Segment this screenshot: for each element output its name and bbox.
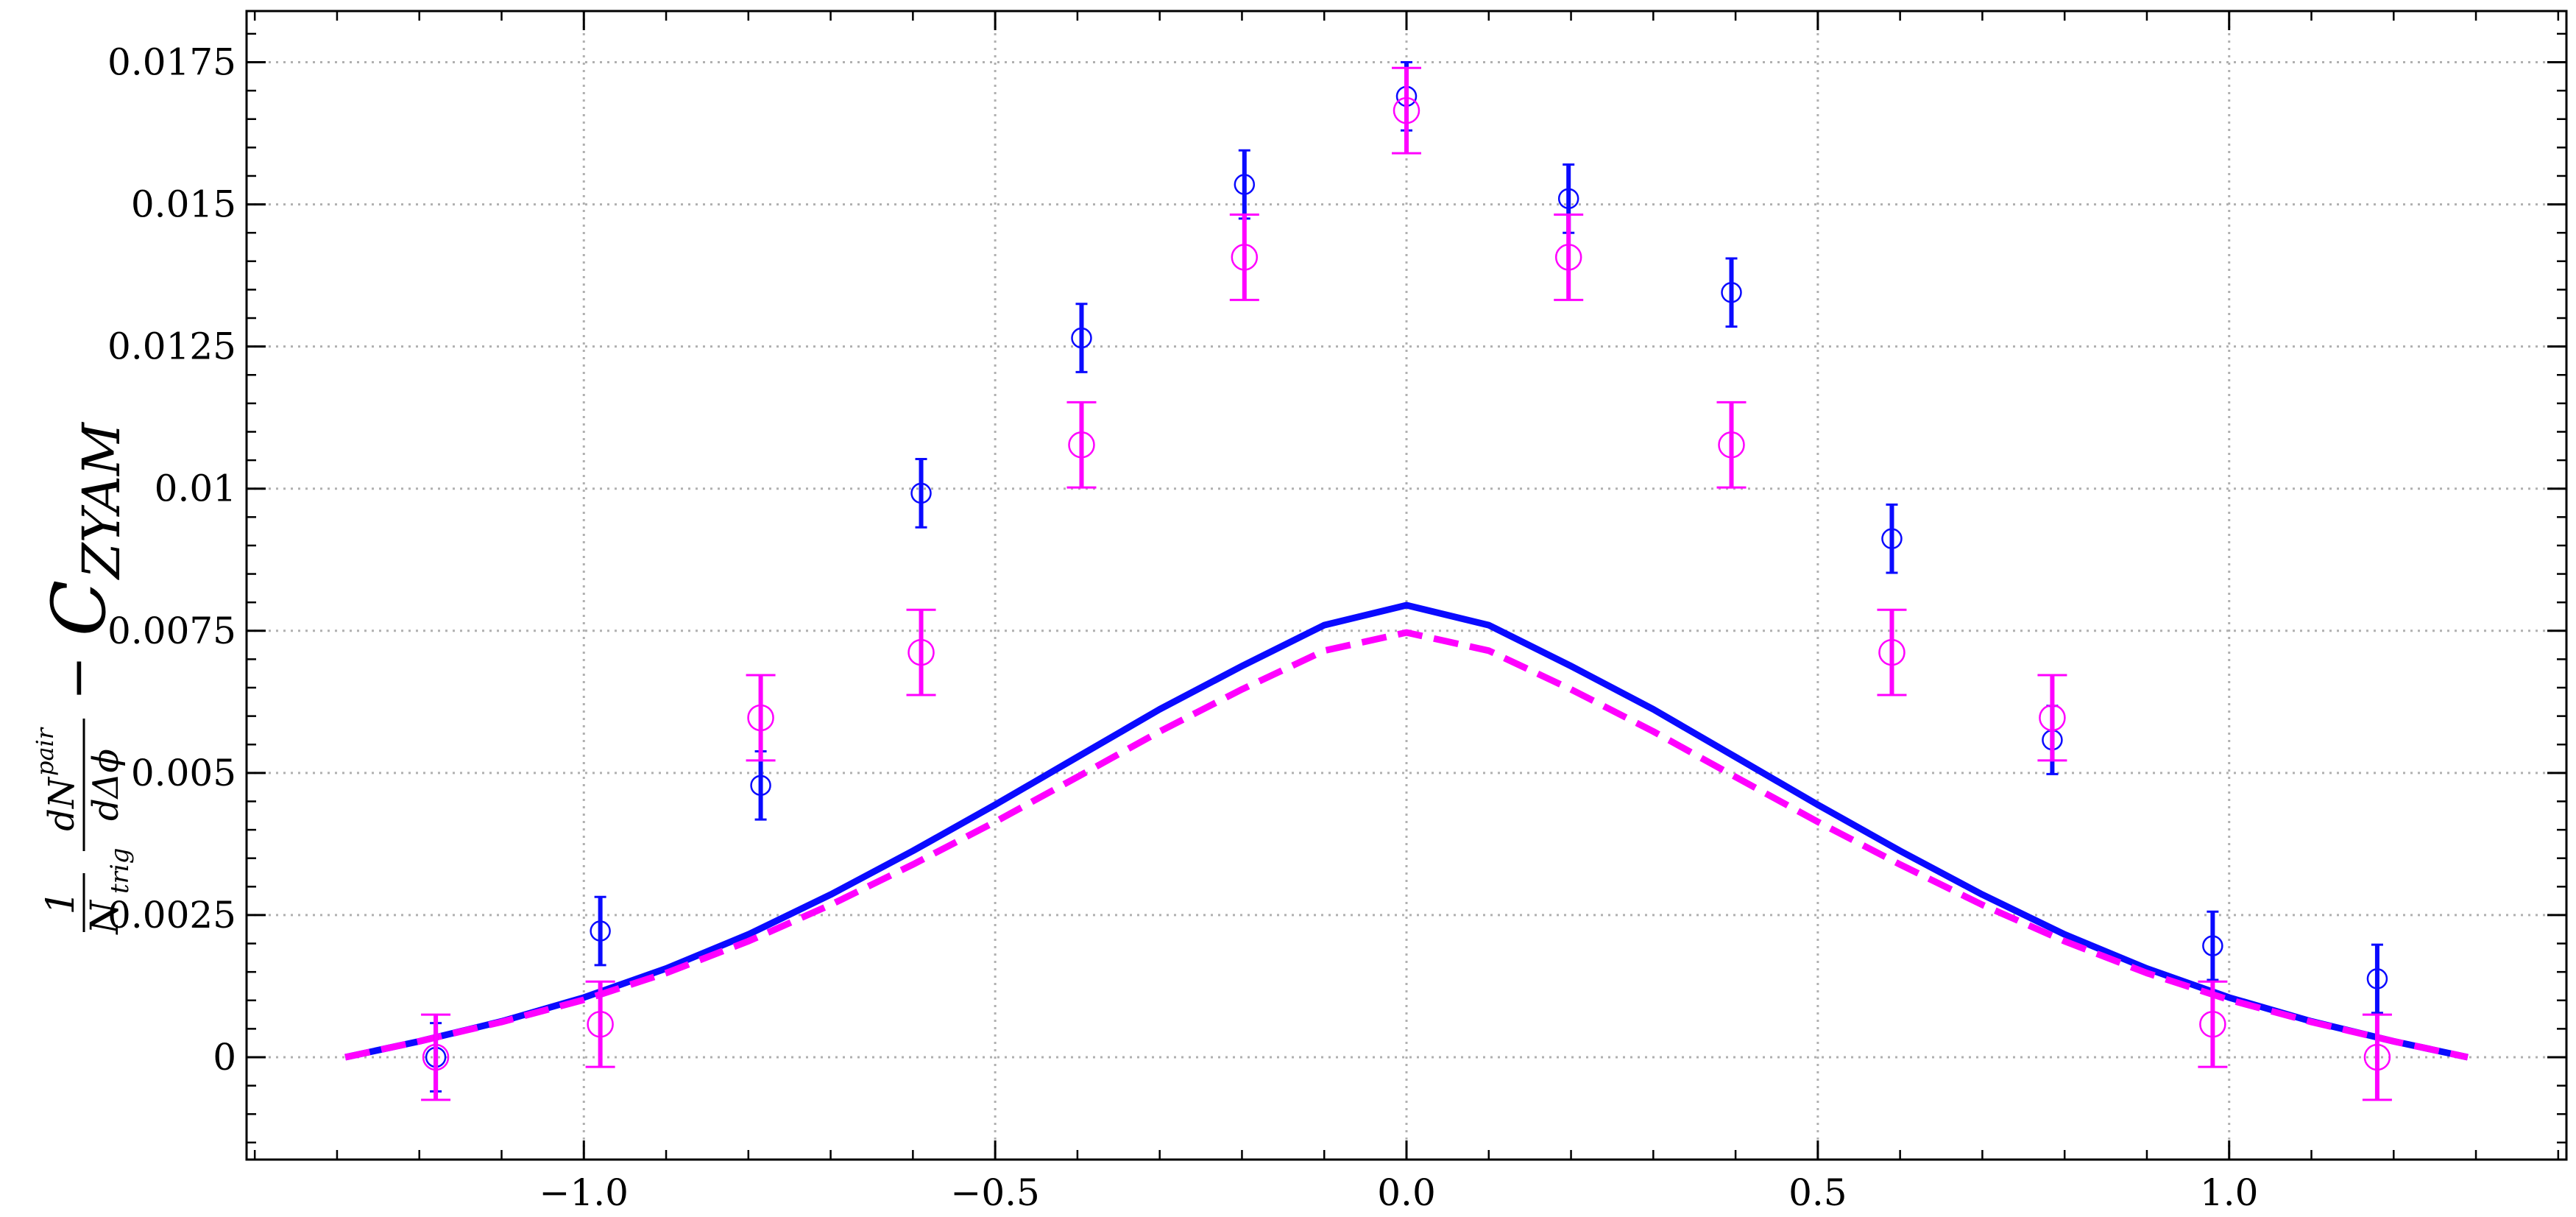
blue-data-point	[910, 482, 932, 504]
magenta-data-point	[2199, 1010, 2226, 1038]
y-tick-label: 0.0175	[107, 41, 236, 84]
y-tick-label: 0.005	[131, 752, 236, 794]
x-tick-label: −1.0	[539, 1171, 629, 1214]
x-tick-label: 1.0	[2200, 1171, 2259, 1214]
magenta-data-point	[2363, 1043, 2391, 1071]
magenta-data-point	[587, 1010, 614, 1038]
blue-data-point	[2202, 935, 2223, 956]
ylabel-c: C	[36, 580, 122, 637]
blue-data-point	[590, 920, 611, 942]
blue-data-point	[2366, 968, 2388, 990]
y-tick-label: 0.01	[155, 468, 236, 510]
y-tick-label: 0.015	[131, 183, 236, 226]
magenta-data-point	[1554, 244, 1582, 271]
ylabel-frac2-den: dΔϕ	[85, 749, 127, 821]
blue-solid-curve	[344, 602, 2469, 1061]
magenta-data-point	[1068, 431, 1095, 459]
ylabel-frac1-den-sub: trig	[105, 847, 135, 894]
ylabel-c-sub: ZYAM	[71, 421, 132, 580]
grid	[247, 11, 2566, 1160]
x-tick-label: −0.5	[950, 1171, 1039, 1214]
ylabel-frac1-den: N	[83, 900, 127, 936]
ylabel-frac1-num: 1	[39, 890, 83, 914]
magenta-data-point	[1718, 431, 1745, 459]
y-tick-label: 0.0025	[107, 894, 236, 936]
blue-data-point	[1557, 188, 1579, 210]
magenta-data-point	[2039, 704, 2066, 732]
magenta-data-point	[1231, 244, 1259, 271]
y-tick-label: 0	[213, 1036, 236, 1079]
magenta-data-point	[747, 704, 774, 732]
magenta-data-point	[422, 1043, 450, 1071]
axis-ticks	[247, 11, 2566, 1160]
data-points	[421, 61, 2392, 1101]
tick-labels: −1.0 −0.5 0.0 0.5 1.0 0 0.0025 0.005 0.0075 0.01 0…	[107, 41, 2258, 1214]
blue-data-point	[1071, 327, 1092, 349]
blue-data-point	[1881, 528, 1903, 549]
magenta-data-point	[1393, 96, 1420, 124]
x-tick-label: 0.5	[1788, 1171, 1847, 1214]
ylabel-minus: −	[46, 656, 108, 700]
blue-data-point	[1721, 282, 1742, 303]
ylabel-frac2-num-sup: pair	[31, 727, 59, 776]
blue-data-point	[750, 775, 771, 797]
y-tick-label: 0.0125	[107, 325, 236, 368]
y-tick-label: 0.0075	[107, 610, 236, 652]
ylabel-frac2-num: dN	[41, 776, 82, 831]
magenta-data-point	[907, 638, 935, 666]
blue-data-point	[1234, 174, 1256, 195]
x-tick-label: 0.0	[1377, 1171, 1436, 1214]
magenta-data-point	[1878, 638, 1906, 666]
model-curves	[344, 602, 2469, 1061]
magenta-dashed-curve	[344, 629, 2469, 1061]
y-axis-label: 1 N trig dN pair dΔϕ − C ZYAM	[31, 421, 135, 936]
